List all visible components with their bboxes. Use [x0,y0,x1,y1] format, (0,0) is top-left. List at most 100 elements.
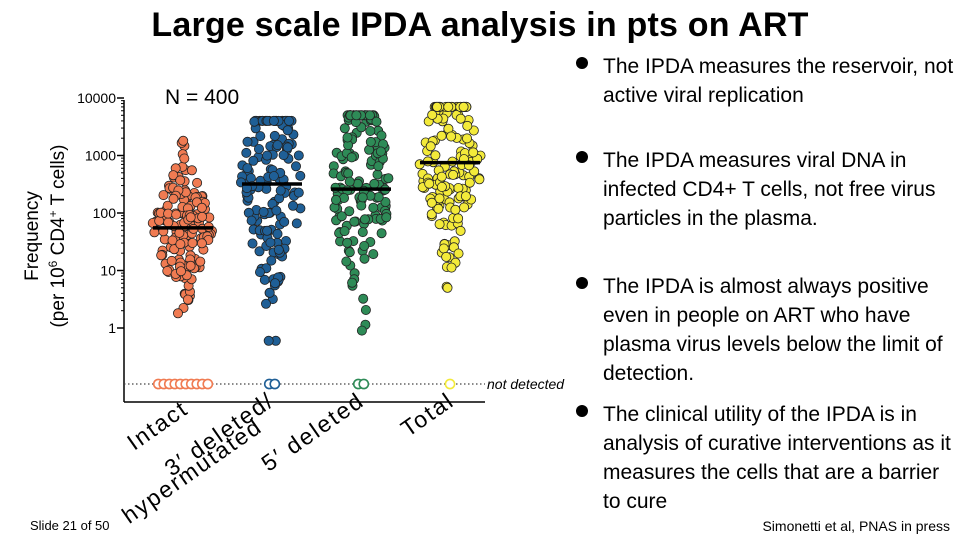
data-point [453,248,464,259]
data-point [291,218,302,229]
data-point [464,177,475,188]
data-point [282,125,293,136]
data-point [359,240,370,251]
data-point [283,115,294,126]
data-point [425,141,436,152]
data-point [436,130,447,141]
data-point [264,287,275,298]
data-point [450,204,461,215]
data-point [424,178,435,189]
data-point [249,116,260,127]
data-point [253,143,264,154]
data-point [175,239,186,250]
data-point [330,194,341,205]
data-point [358,293,369,304]
data-point [343,168,354,179]
data-point [344,176,355,187]
data-point [458,101,469,112]
data-point [185,260,196,271]
data-point [459,202,470,213]
data-point [372,169,383,180]
data-point [381,212,392,223]
data-point [185,212,196,223]
y-tick-label: 1 [108,320,116,336]
data-point [357,227,368,238]
data-point [279,216,290,227]
data-point [443,101,454,112]
data-point [438,243,449,254]
data-point [448,169,459,180]
data-point [455,225,466,236]
bullet-dot-icon [576,151,588,163]
data-point [359,214,370,225]
data-point [461,133,472,144]
data-point [290,161,301,172]
data-point [433,203,444,214]
data-point [344,247,355,258]
data-point [172,308,183,319]
data-point [360,304,371,315]
not-detected-point [269,378,281,390]
data-point [258,206,269,217]
data-point [171,209,182,220]
data-point [373,161,384,172]
data-point [197,211,208,222]
data-point [178,135,189,146]
x-category-label: Total [396,387,459,442]
data-point [192,177,203,188]
data-point [364,110,375,121]
not-detected-point [358,378,370,390]
data-point [342,237,353,248]
data-point [182,294,193,305]
data-point [346,152,357,163]
y-axis-title-line1: Frequency [22,191,43,281]
data-point [247,238,258,249]
data-point [383,173,394,184]
data-point [174,227,185,238]
data-point [255,131,266,142]
data-point [156,250,167,261]
y-axis-title: Frequency (per 106 CD4+ T cells) [22,144,69,327]
data-point [271,205,282,216]
data-point [369,178,380,189]
data-point [474,174,485,185]
data-point [351,110,362,121]
data-point [295,170,306,181]
data-point [186,165,197,176]
data-point [158,190,169,201]
data-point [365,126,376,137]
data-point [248,155,259,166]
data-point [468,147,479,158]
data-point [272,228,283,239]
data-point [282,142,293,153]
data-point [342,132,353,143]
data-point [356,325,367,336]
data-point [365,136,376,147]
data-point [254,267,265,278]
sample-size-label: N = 400 [165,86,239,109]
data-point [375,146,386,157]
data-point [426,197,437,208]
data-point [262,225,273,236]
data-point [242,163,253,174]
data-point [368,202,379,213]
data-point [434,219,445,230]
y-axis-title-line2: (per 106 CD4+ T cells) [46,144,69,327]
bullet-dot-icon [576,57,588,69]
data-point [356,200,367,211]
y-tick-label: 100 [93,205,117,221]
data-point [339,226,350,237]
data-points [147,101,486,390]
data-point [260,298,271,309]
bullet-text: The IPDA measures viral DNA in infected … [603,149,936,230]
data-point [268,171,279,182]
data-point [432,101,443,112]
data-point [426,209,437,220]
series-points [147,135,217,390]
data-point [359,253,370,264]
data-point [446,131,457,142]
data-point [168,170,179,181]
bullet-text: The IPDA measures the reservoir, not act… [603,55,954,107]
data-point [349,216,360,227]
